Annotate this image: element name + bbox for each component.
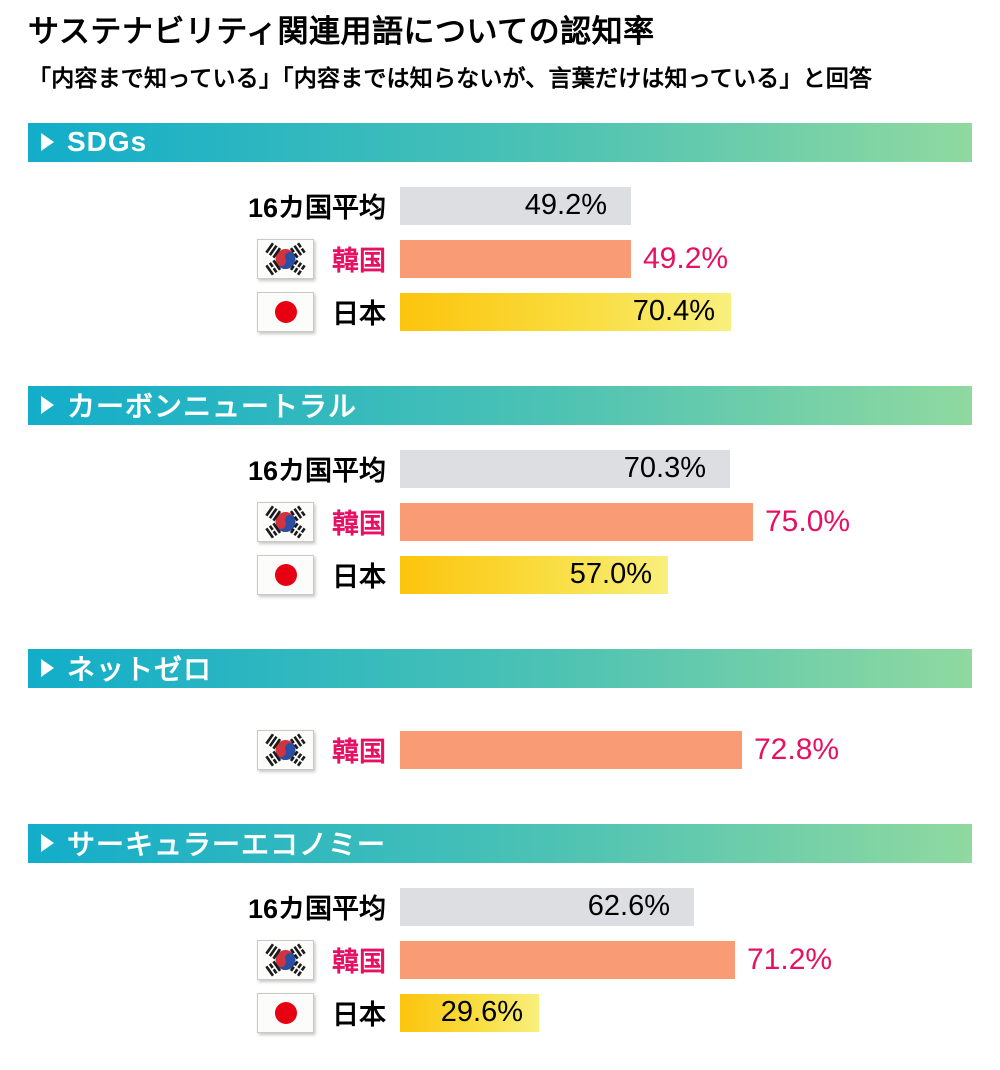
- section-header: ネットゼロ: [28, 648, 972, 688]
- korea-flag-svg: [265, 242, 306, 276]
- row-label-area: 韓国: [28, 501, 400, 542]
- value-bar: [400, 239, 631, 278]
- section-title: ネットゼロ: [67, 654, 213, 686]
- bar-area: 62.6%: [400, 887, 972, 926]
- triangle-bullet-icon: [41, 133, 54, 152]
- value-bar: 62.6%: [400, 887, 694, 926]
- bar-area: 29.6%: [400, 993, 972, 1032]
- section-header: サーキュラーエコノミー: [28, 823, 972, 863]
- row-label-area: 韓国: [28, 238, 400, 279]
- row-label: 韓国: [332, 947, 386, 978]
- value-bar: 57.0%: [400, 555, 668, 594]
- section-header: カーボンニュートラル: [28, 385, 972, 425]
- row-label: 日本: [332, 299, 386, 330]
- bar-row: 韓国 75.0%: [28, 501, 972, 542]
- row-label: 16カ国平均: [247, 193, 386, 224]
- bar-value-label: 29.6%: [440, 996, 523, 1029]
- row-label: 16カ国平均: [247, 456, 386, 487]
- term-section-2: カーボンニュートラル 16カ国平均 70.3% 韓国 75.0% 日本 57.0%: [28, 385, 972, 595]
- page-title: サステナビリティ関連用語についての認知率: [28, 14, 655, 49]
- bar-row: 16カ国平均 70.3%: [28, 449, 972, 488]
- bar-row: 日本 29.6%: [28, 992, 972, 1033]
- bar-value-label: 49.2%: [643, 241, 729, 275]
- bar-value-label: 57.0%: [569, 558, 652, 591]
- bar-row: 16カ国平均 62.6%: [28, 887, 972, 926]
- row-label-area: 16カ国平均: [28, 887, 400, 926]
- bar-value-label: 72.8%: [754, 732, 840, 766]
- row-label-area: 16カ国平均: [28, 449, 400, 488]
- bar-value-label: 70.4%: [632, 295, 715, 328]
- korea-flag-icon: [257, 501, 314, 542]
- triangle-bullet-icon: [41, 834, 54, 853]
- bar-value-label: 62.6%: [587, 890, 670, 923]
- bar-area: 70.3%: [400, 449, 972, 488]
- value-bar: 49.2%: [400, 186, 631, 225]
- japan-flag-sun: [274, 1001, 297, 1024]
- value-bar: [400, 940, 735, 979]
- row-label: 韓国: [332, 737, 386, 768]
- row-label: 16カ国平均: [247, 894, 386, 925]
- bar-area: 49.2%: [400, 186, 972, 225]
- section-header: SDGs: [28, 122, 972, 162]
- korea-flag-svg: [265, 943, 306, 977]
- bar-value-label: 70.3%: [623, 452, 706, 485]
- row-label: 韓国: [332, 509, 386, 540]
- bar-row: 16カ国平均 49.2%: [28, 186, 972, 225]
- triangle-bullet-icon: [41, 396, 54, 415]
- row-label: 日本: [332, 1000, 386, 1031]
- row-label-area: 16カ国平均: [28, 186, 400, 225]
- value-bar: [400, 502, 753, 541]
- page-subtitle: 「内容まで知っている」「内容までは知らないが、言葉だけは知っている」と回答: [28, 64, 873, 91]
- row-label-area: 韓国: [28, 729, 400, 770]
- korea-flag-icon: [257, 729, 314, 770]
- row-label-area: 日本: [28, 554, 400, 595]
- row-label-area: 日本: [28, 291, 400, 332]
- section-title: サーキュラーエコノミー: [67, 829, 387, 861]
- bar-area: 70.4%: [400, 292, 972, 331]
- section-title: SDGs: [67, 126, 148, 158]
- bar-area: 49.2%: [400, 239, 972, 278]
- value-bar: [400, 730, 742, 769]
- row-label-area: 日本: [28, 992, 400, 1033]
- term-section-4: サーキュラーエコノミー 16カ国平均 62.6% 韓国 71.2% 日本 29.6%: [28, 823, 972, 1033]
- bar-row: 日本 70.4%: [28, 291, 972, 332]
- korea-flag-icon: [257, 939, 314, 980]
- bar-area: 72.8%: [400, 730, 972, 769]
- row-label: 韓国: [332, 246, 386, 277]
- bar-value-label: 75.0%: [765, 504, 851, 538]
- sections-container: SDGs 16カ国平均 49.2% 韓国 49.2% 日本 70.4% カーボンニュートラル 1…: [0, 122, 1000, 1033]
- japan-flag-icon: [257, 291, 314, 332]
- japan-flag-sun: [274, 563, 297, 586]
- japan-flag-icon: [257, 554, 314, 595]
- term-section-3: ネットゼロ韓国 72.8%: [28, 648, 972, 770]
- bar-value-label: 49.2%: [524, 189, 607, 222]
- bar-area: 71.2%: [400, 940, 972, 979]
- bar-area: 75.0%: [400, 502, 972, 541]
- korea-flag-svg: [265, 733, 306, 767]
- value-bar: 70.3%: [400, 449, 730, 488]
- bar-row: 韓国 49.2%: [28, 238, 972, 279]
- row-label: 日本: [332, 562, 386, 593]
- japan-flag-icon: [257, 992, 314, 1033]
- section-title: カーボンニュートラル: [67, 391, 358, 423]
- triangle-bullet-icon: [41, 659, 54, 678]
- bar-area: 57.0%: [400, 555, 972, 594]
- bar-value-label: 71.2%: [747, 942, 833, 976]
- bar-row: 韓国 72.8%: [28, 729, 972, 770]
- term-section-1: SDGs 16カ国平均 49.2% 韓国 49.2% 日本 70.4%: [28, 122, 972, 332]
- korea-flag-icon: [257, 238, 314, 279]
- bar-row: 韓国 71.2%: [28, 939, 972, 980]
- value-bar: 70.4%: [400, 292, 731, 331]
- korea-flag-svg: [265, 505, 306, 539]
- bar-row: 日本 57.0%: [28, 554, 972, 595]
- row-label-area: 韓国: [28, 939, 400, 980]
- japan-flag-sun: [274, 300, 297, 323]
- value-bar: 29.6%: [400, 993, 539, 1032]
